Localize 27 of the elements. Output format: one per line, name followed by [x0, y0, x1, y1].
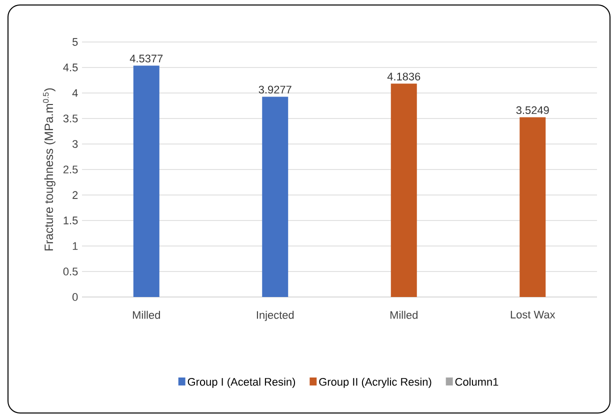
- legend-label: Column1: [455, 378, 498, 386]
- x-tick-label: Milled: [390, 310, 418, 319]
- bar: [390, 84, 417, 297]
- y-tick-label: 5: [72, 38, 78, 46]
- bar: [262, 96, 288, 297]
- x-tick-label: Milled: [132, 310, 160, 319]
- y-tick-label: 0: [72, 293, 78, 301]
- y-tick-label: 2: [72, 191, 78, 199]
- legend-label: Group I (Acetal Resin): [188, 378, 296, 388]
- x-tick-label: Injected: [256, 310, 294, 322]
- data-label: 3.5249: [516, 106, 549, 114]
- bar: [520, 117, 546, 297]
- y-tick-label: 4.5: [63, 64, 78, 72]
- y-tick-label: 1.5: [64, 216, 78, 224]
- y-tick-label: 0.5: [63, 268, 78, 276]
- data-label: 4.5377: [130, 54, 163, 62]
- data-label: 4.1836: [387, 72, 420, 80]
- y-tick-label: 4: [72, 89, 78, 97]
- y-axis-title: Fracture toughness (MPa.m$^{0.5}$): [43, 88, 56, 250]
- y-tick-label: 3: [72, 140, 78, 148]
- data-label: 3.9277: [258, 86, 292, 94]
- y-tick-label: 1: [72, 242, 78, 250]
- bar: [133, 66, 160, 297]
- y-tick-label: 2.5: [63, 166, 78, 174]
- x-tick-label: Lost Wax: [510, 310, 556, 318]
- y-tick-label: 3.5: [63, 114, 78, 122]
- legend-label: Group II (Acrylic Resin): [319, 378, 432, 388]
